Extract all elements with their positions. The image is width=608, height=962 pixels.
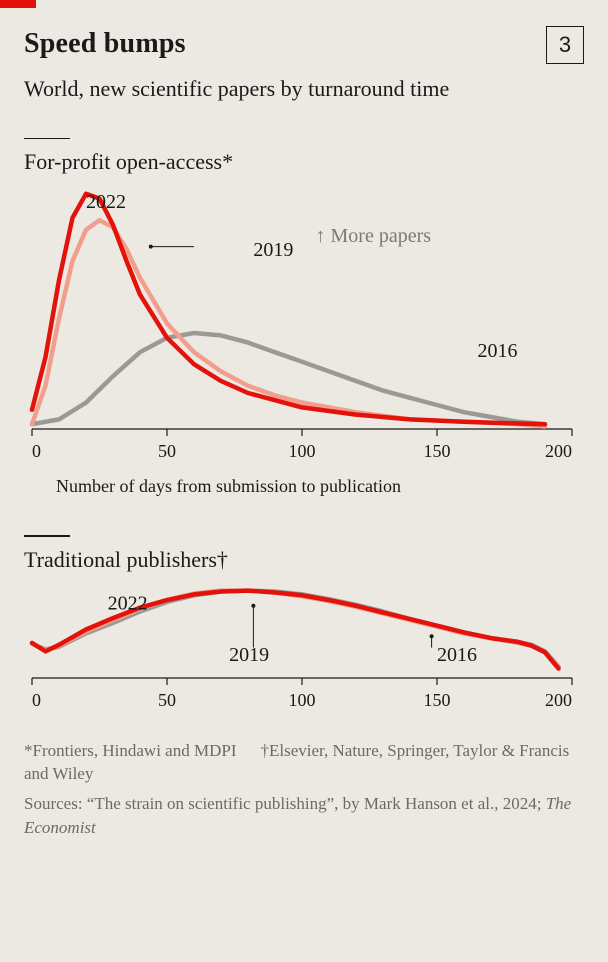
chart-index-box: 3	[546, 26, 584, 64]
chart-page: Speed bumps 3 World, new scientific pape…	[0, 0, 608, 962]
svg-text:2022: 2022	[86, 191, 126, 213]
svg-text:100: 100	[289, 441, 316, 461]
sources-text: Sources: “The strain on scientific publi…	[24, 794, 546, 813]
chart-open-access: 0 50 100 150 200 2016 2019 2022 ↑ More papers	[24, 185, 584, 470]
panel-open-access: For-profit open-access* 0 50 100 150 200 2016…	[24, 138, 584, 498]
svg-text:50: 50	[158, 441, 176, 461]
svg-text:200: 200	[545, 441, 572, 461]
svg-text:150: 150	[424, 690, 451, 710]
svg-text:50: 50	[158, 690, 176, 710]
chart-index-number: 3	[559, 32, 571, 58]
svg-text:2016: 2016	[437, 644, 477, 666]
section-rule	[24, 535, 70, 537]
section-rule	[24, 138, 70, 140]
sources: Sources: “The strain on scientific publi…	[24, 792, 584, 840]
chart-svg-traditional: 0 50 100 150 200 2016 2019 2022	[24, 579, 584, 714]
svg-text:2019: 2019	[253, 239, 293, 261]
panel-title-open-access: For-profit open-access*	[24, 149, 584, 175]
svg-text:2022: 2022	[108, 592, 148, 614]
chart-subtitle: World, new scientific papers by turnarou…	[24, 74, 584, 104]
chart-title: Speed bumps	[24, 28, 186, 60]
svg-text:200: 200	[545, 690, 572, 710]
svg-text:150: 150	[424, 441, 451, 461]
svg-text:↑ More papers: ↑ More papers	[316, 225, 432, 247]
footnote-left: *Frontiers, Hindawi and MDPI	[24, 741, 236, 760]
footnotes: *Frontiers, Hindawi and MDPI†Elsevier, N…	[24, 739, 584, 787]
accent-block	[0, 0, 36, 8]
svg-text:0: 0	[32, 441, 41, 461]
svg-text:100: 100	[289, 690, 316, 710]
panel-title-traditional: Traditional publishers†	[24, 547, 584, 573]
chart-traditional: 0 50 100 150 200 2016 2019 2022	[24, 579, 584, 719]
svg-text:2019: 2019	[229, 644, 269, 666]
header-row: Speed bumps 3	[24, 0, 584, 64]
x-axis-caption: Number of days from submission to public…	[56, 476, 584, 497]
svg-text:0: 0	[32, 690, 41, 710]
chart-svg-open-access: 0 50 100 150 200 2016 2019 2022 ↑ More papers	[24, 185, 584, 465]
panel-traditional: Traditional publishers† 0 50 100 150 200 2016…	[24, 535, 584, 719]
svg-text:2016: 2016	[478, 340, 518, 362]
